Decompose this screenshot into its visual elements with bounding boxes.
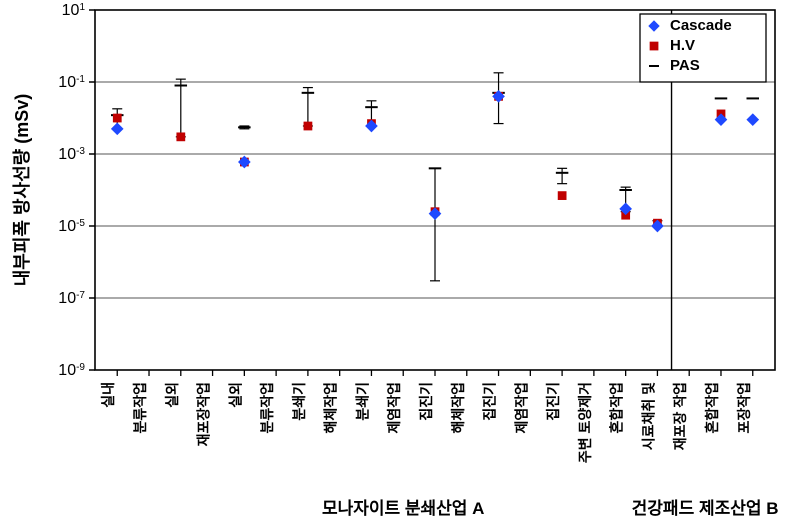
svg-text:H.V: H.V [670, 37, 695, 54]
svg-text:집진기: 집진기 [418, 382, 434, 421]
svg-text:분쇄기: 분쇄기 [291, 382, 307, 421]
svg-text:재포장 작업: 재포장 작업 [672, 382, 688, 450]
svg-text:건강패드 제조산업 B: 건강패드 제조산업 B [632, 499, 779, 518]
svg-text:분쇄기: 분쇄기 [354, 382, 370, 421]
svg-text:집진기: 집진기 [545, 382, 561, 421]
svg-text:실외: 실외 [164, 382, 180, 408]
svg-text:혼합작업: 혼합작업 [704, 382, 720, 434]
svg-text:집진기: 집진기 [482, 382, 498, 421]
svg-text:시료채취 및: 시료채취 및 [640, 382, 656, 450]
svg-text:포장작업: 포장작업 [736, 382, 752, 434]
dose-scatter-chart: 10-910-710-510-310-1101내부피폭 방사선량 (mSv)실내… [0, 0, 801, 528]
svg-text:PAS: PAS [670, 57, 700, 74]
svg-text:실내: 실내 [100, 382, 116, 408]
svg-text:주변 토양제거: 주변 토양제거 [577, 382, 593, 463]
svg-text:재포장작업: 재포장작업 [196, 382, 212, 446]
svg-text:해체작업: 해체작업 [323, 382, 339, 434]
svg-text:제염작업: 제염작업 [386, 382, 402, 434]
svg-text:실외: 실외 [227, 382, 243, 408]
svg-text:모나자이트 분쇄산업 A: 모나자이트 분쇄산업 A [322, 499, 484, 518]
svg-text:해체작업: 해체작업 [450, 382, 466, 434]
svg-text:분류작업: 분류작업 [259, 382, 275, 434]
svg-text:분류작업: 분류작업 [132, 382, 148, 434]
svg-text:제염작업: 제염작업 [513, 382, 529, 434]
svg-text:혼합작업: 혼합작업 [609, 382, 625, 434]
svg-text:내부피폭 방사선량 (mSv): 내부피폭 방사선량 (mSv) [12, 94, 32, 287]
svg-text:Cascade: Cascade [670, 17, 732, 34]
